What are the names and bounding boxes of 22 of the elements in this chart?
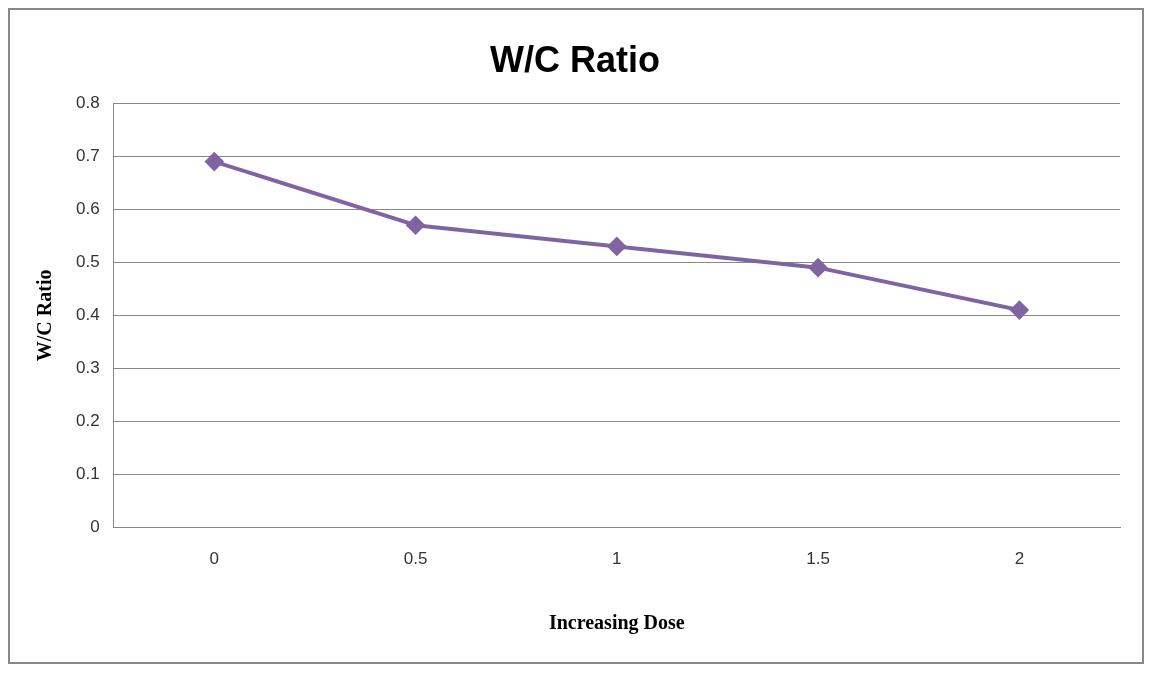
y-tick-label: 0.5	[75, 252, 100, 272]
point	[205, 152, 224, 171]
point	[1010, 301, 1029, 320]
y-tick-label: 0.8	[75, 92, 100, 112]
y-tick-label: 0.3	[75, 358, 100, 378]
y-tick-label: 0.7	[75, 145, 100, 165]
x-tick-label: 0	[209, 549, 219, 569]
x-tick-label: 0.5	[403, 549, 428, 569]
y-tick-label: 0	[90, 517, 100, 537]
point	[809, 258, 828, 277]
x-axis-title: Increasing Dose	[548, 611, 685, 635]
y-tick-label: 0.2	[75, 411, 100, 431]
x-tick-label: 1.5	[806, 549, 830, 569]
point	[607, 237, 626, 256]
point	[406, 216, 425, 235]
chart-title: W/C Ratio	[490, 38, 660, 80]
y-axis-title: W/C Ratio	[33, 269, 56, 362]
y-tick-label: 0.6	[75, 198, 100, 218]
x-tick-label: 2	[1014, 549, 1025, 569]
x-tick-label: 1	[612, 549, 622, 569]
y-tick-label: 0.1	[75, 464, 100, 484]
y-tick-label: 0.4	[75, 305, 100, 325]
